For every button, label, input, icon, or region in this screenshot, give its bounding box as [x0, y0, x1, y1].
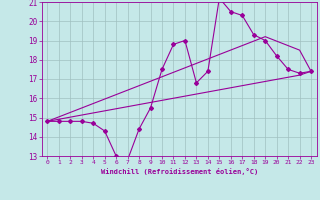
X-axis label: Windchill (Refroidissement éolien,°C): Windchill (Refroidissement éolien,°C)	[100, 168, 258, 175]
